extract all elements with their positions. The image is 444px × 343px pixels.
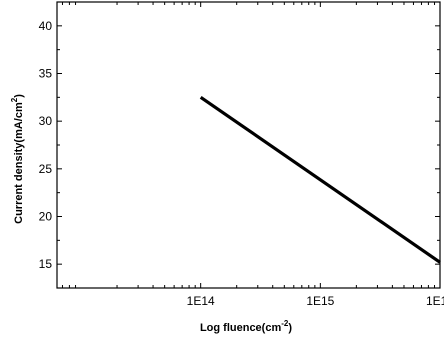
y-tick-label: 15 [39,257,53,271]
plot-frame [57,2,440,288]
y-axis-ticks: 15 20 25 30 35 40 [39,2,440,288]
y-tick-label: 35 [39,67,53,81]
x-axis-title: Log fluence(cm-2) [200,319,292,334]
y-tick-label: 20 [39,210,53,224]
y-tick-label: 25 [39,162,53,176]
y-tick-label: 30 [39,114,53,128]
x-tick-label: 1E15 [306,294,334,308]
x-axis-ticks: 1E14 1E15 1E16 [62,2,444,308]
x-tick-label: 1E16 [426,294,444,308]
y-axis-title: Current density(mA/cm2) [10,94,25,224]
series-line [201,97,440,262]
y-tick-label: 40 [39,19,53,33]
x-tick-label: 1E14 [187,294,215,308]
series-layer [201,97,440,262]
